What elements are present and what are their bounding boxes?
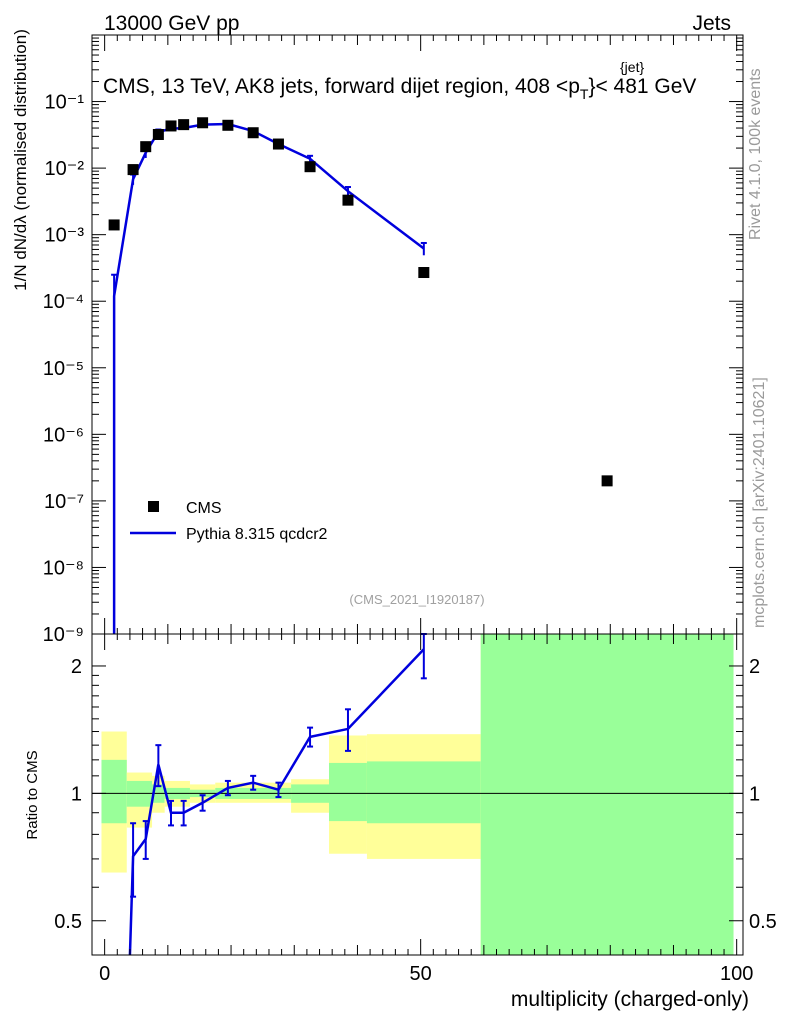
ratio-uncertainty-bands (101, 634, 734, 955)
x-tick-label: 50 (410, 963, 432, 985)
data-point (247, 127, 259, 139)
x-tick-label: 0 (99, 963, 110, 985)
header-left: 13000 GeV pp (104, 12, 239, 35)
ratio-y-axis-label: Ratio to CMS (24, 750, 41, 839)
title-prefix: CMS, 13 TeV, AK8 jets, forward dijet reg… (103, 75, 580, 98)
data-point (165, 120, 177, 132)
ratio-mc-series (128, 633, 427, 956)
title-sub: T (580, 86, 589, 102)
main-mc-line (112, 122, 425, 634)
band-inner-8 (366, 761, 481, 824)
main-y-tick-label: 10⁻⁶ (43, 424, 84, 446)
data-point (197, 117, 209, 129)
plot-title: CMS, 13 TeV, AK8 jets, forward dijet reg… (103, 75, 696, 102)
main-data-series (108, 117, 613, 487)
ratio-y-tick-label-right: 0.5 (749, 911, 777, 933)
data-point (108, 219, 120, 231)
ratio-y-tick-label: 2 (71, 656, 82, 678)
data-point (222, 119, 234, 131)
band-inner-0 (101, 759, 127, 824)
data-point (152, 128, 164, 140)
header-right: Jets (692, 12, 731, 35)
data-point (418, 267, 430, 279)
legend-mc-label: Pythia 8.315 qcdcr2 (186, 526, 328, 543)
data-point (342, 194, 354, 206)
band-inner-9 (480, 634, 734, 955)
mcplots-label: mcplots.cern.ch [arXiv:2401.10621] (751, 377, 768, 628)
analysis-watermark: (CMS_2021_I1920187) (349, 592, 484, 607)
main-frame (91, 34, 744, 635)
main-y-tick-label: 10⁻⁷ (44, 491, 84, 513)
title-suffix: }< 481 GeV (588, 75, 696, 98)
main-mc-series (111, 121, 427, 634)
main-y-axis-label: 1/N dN/dλ (normalised distribution) (11, 29, 30, 291)
title-sup: {jet} (620, 59, 644, 75)
data-point (127, 164, 139, 176)
main-y-tick-label: 10⁻³ (45, 225, 85, 247)
data-point (272, 138, 284, 150)
ratio-y-tick-label: 0.5 (54, 911, 82, 933)
axes: 10⁻⁹ 10⁻⁸ 10⁻⁷ 10⁻⁶ 10⁻⁵ 10⁻⁴ 10⁻³ 10⁻² 10⁻¹ 0.5 0… (43, 34, 777, 985)
data-point (304, 161, 316, 173)
main-y-tick-label: 10⁻² (45, 158, 85, 180)
main-y-tick-label: 10⁻⁴ (43, 291, 84, 313)
main-y-tick-label: 10⁻⁹ (43, 624, 84, 646)
main-y-tick-label: 10⁻¹ (45, 92, 85, 114)
legend-data-label: CMS (186, 500, 222, 517)
ratio-y-tick-label-right: 2 (749, 656, 760, 678)
ratio-frame (91, 633, 744, 956)
legend: CMS Pythia 8.315 qcdcr2 (130, 500, 328, 543)
data-point (178, 119, 190, 131)
legend-data-marker (148, 501, 159, 512)
rivet-label: Rivet 4.1.0, 100k events (747, 68, 764, 240)
data-point (601, 475, 613, 487)
ratio-y-tick-label: 1 (71, 783, 82, 805)
data-point (140, 141, 152, 153)
x-axis-label: multiplicity (charged-only) (511, 988, 749, 1011)
band-inner-7 (329, 762, 367, 822)
main-y-tick-label: 10⁻⁵ (43, 358, 84, 380)
ratio-y-tick-label-right: 1 (749, 783, 760, 805)
main-y-tick-label: 10⁻⁸ (43, 557, 84, 579)
x-tick-label: 100 (720, 963, 753, 985)
